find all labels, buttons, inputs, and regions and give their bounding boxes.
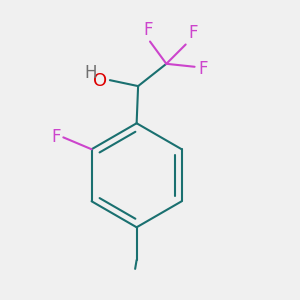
Text: F: F	[189, 24, 198, 42]
Text: F: F	[52, 128, 61, 146]
Text: F: F	[144, 20, 153, 38]
Text: O: O	[93, 72, 107, 90]
Text: H: H	[84, 64, 97, 82]
Text: F: F	[198, 60, 208, 78]
